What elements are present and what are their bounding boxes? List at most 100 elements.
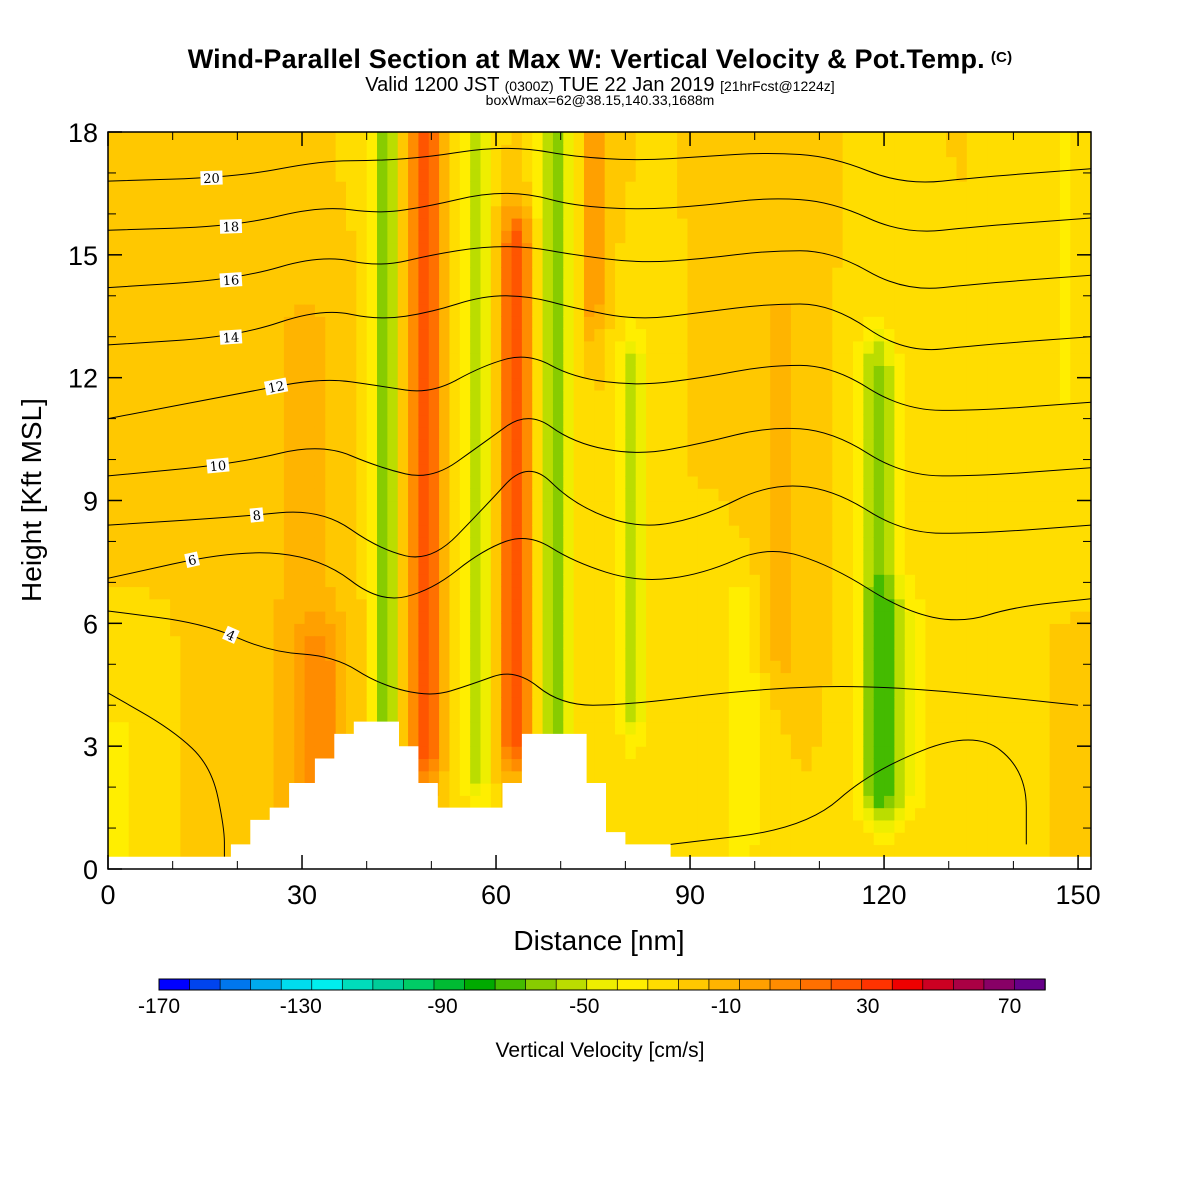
velocity-cell	[459, 463, 471, 477]
velocity-cell	[770, 647, 782, 661]
velocity-cell	[894, 561, 906, 575]
velocity-cell	[625, 684, 637, 698]
velocity-cell	[863, 733, 875, 747]
velocity-cell	[615, 340, 626, 354]
velocity-cell	[646, 660, 658, 674]
velocity-cell	[418, 463, 430, 477]
velocity-cell	[480, 156, 492, 170]
velocity-cell	[428, 561, 440, 575]
velocity-cell	[449, 537, 461, 551]
velocity-cell	[811, 832, 823, 846]
velocity-cell	[946, 365, 958, 379]
velocity-cell	[149, 721, 161, 735]
velocity-cell	[221, 426, 233, 440]
velocity-cell	[563, 144, 575, 158]
velocity-cell	[666, 537, 678, 551]
chart-title: Wind-Parallel Section at Max W: Vertical…	[0, 44, 1200, 75]
velocity-cell	[770, 672, 782, 686]
velocity-cell	[139, 721, 150, 735]
velocity-cell	[449, 598, 461, 612]
velocity-cell	[314, 549, 326, 563]
velocity-cell	[790, 783, 802, 796]
velocity-cell	[811, 721, 823, 735]
velocity-cell	[656, 353, 668, 366]
velocity-cell	[283, 242, 295, 256]
velocity-cell	[749, 500, 761, 514]
velocity-cell	[480, 328, 492, 342]
velocity-cell	[521, 414, 533, 428]
velocity-cell	[149, 586, 161, 600]
velocity-cell	[904, 512, 916, 526]
velocity-cell	[728, 303, 740, 317]
velocity-cell	[397, 709, 409, 723]
velocity-cell	[428, 684, 440, 698]
velocity-cell	[666, 144, 678, 158]
velocity-cell	[180, 168, 192, 182]
velocity-cell	[273, 549, 285, 563]
velocity-cell	[832, 832, 844, 846]
velocity-cell	[728, 144, 740, 158]
velocity-cell	[594, 181, 606, 195]
velocity-cell	[790, 414, 802, 428]
velocity-cell	[170, 168, 182, 182]
velocity-cell	[377, 463, 388, 477]
velocity-cell	[749, 291, 761, 305]
velocity-cell	[542, 500, 554, 514]
velocity-cell	[294, 537, 306, 551]
velocity-cell	[366, 254, 378, 268]
velocity-cell	[501, 193, 513, 207]
velocity-cell	[863, 586, 875, 600]
velocity-cell	[770, 746, 782, 760]
velocity-cell	[242, 819, 254, 833]
velocity-cell	[542, 291, 554, 305]
velocity-cell	[170, 156, 182, 170]
velocity-cell	[853, 340, 864, 354]
velocity-cell	[842, 144, 854, 158]
velocity-cell	[708, 500, 720, 514]
velocity-cell	[946, 721, 958, 735]
velocity-cell	[387, 316, 399, 330]
velocity-cell	[263, 328, 275, 342]
velocity-cell	[511, 623, 523, 637]
velocity-cell	[677, 598, 689, 612]
velocity-cell	[925, 156, 937, 170]
velocity-cell	[863, 844, 875, 858]
velocity-cell	[128, 574, 140, 588]
velocity-cell	[459, 611, 471, 624]
velocity-cell	[759, 574, 771, 588]
velocity-cell	[956, 537, 968, 551]
velocity-cell	[159, 144, 171, 158]
velocity-cell	[780, 340, 792, 354]
velocity-cell	[728, 525, 740, 538]
velocity-cell	[128, 353, 140, 366]
velocity-cell	[604, 303, 616, 317]
velocity-cell	[697, 647, 709, 661]
velocity-cell	[242, 168, 254, 182]
velocity-cell	[108, 230, 119, 244]
velocity-cell	[739, 721, 751, 735]
velocity-cell	[335, 205, 347, 219]
velocity-cell	[377, 647, 388, 661]
velocity-cell	[718, 193, 730, 207]
velocity-cell	[749, 254, 761, 268]
velocity-cell	[759, 635, 771, 649]
velocity-cell	[873, 279, 885, 293]
velocity-cell	[770, 365, 782, 379]
velocity-cell	[521, 475, 533, 489]
velocity-cell	[915, 832, 927, 846]
velocity-cell	[459, 623, 471, 637]
velocity-cell	[190, 340, 202, 354]
velocity-cell	[232, 672, 244, 686]
velocity-cell	[708, 365, 720, 379]
velocity-cell	[915, 512, 927, 526]
velocity-cell	[377, 279, 388, 293]
velocity-cell	[501, 316, 513, 330]
velocity-cell	[697, 205, 709, 219]
velocity-cell	[418, 561, 430, 575]
velocity-cell	[521, 279, 533, 293]
velocity-cell	[697, 316, 709, 330]
velocity-cell	[894, 168, 906, 182]
velocity-cell	[439, 291, 451, 305]
velocity-cell	[604, 181, 616, 195]
velocity-cell	[749, 242, 761, 256]
